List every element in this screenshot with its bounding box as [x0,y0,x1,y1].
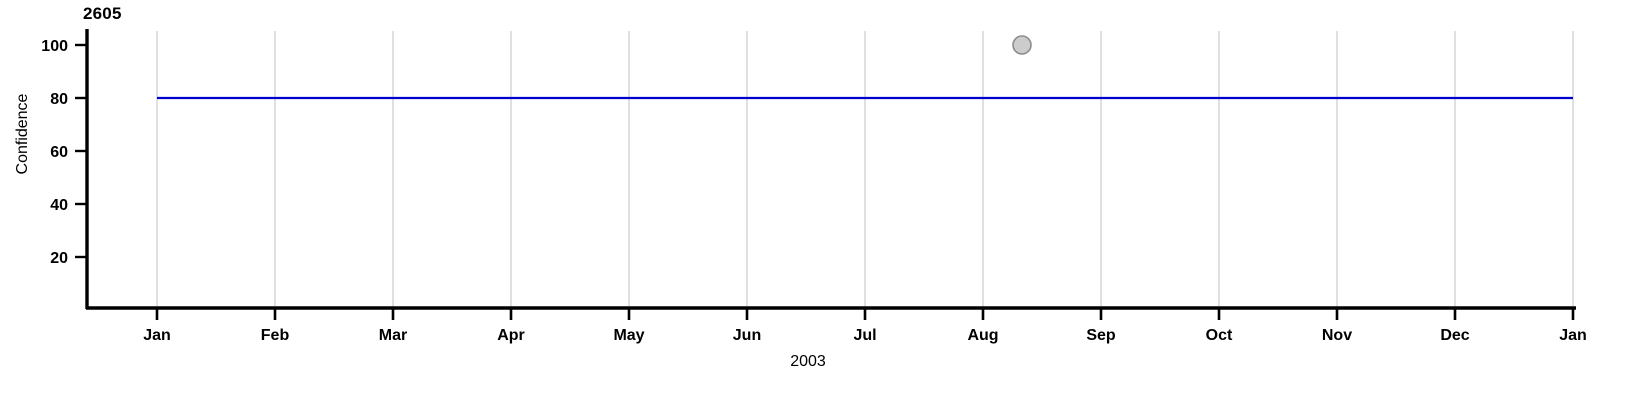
x-tick-label: Feb [261,327,290,344]
x-tick-label: Oct [1206,327,1233,344]
x-tick-label: Jul [853,327,876,344]
x-tick-label: May [613,327,644,344]
y-tick-label: 20 [50,250,68,267]
axes [75,29,1576,320]
x-tick-label: Dec [1440,327,1469,344]
x-axis-title: 2003 [790,353,826,370]
series-observations [1012,35,1032,55]
x-tick-label: Apr [497,327,525,344]
y-tick-label: 80 [50,91,68,108]
x-tick-label: Aug [967,327,998,344]
x-tick-label: Nov [1322,327,1352,344]
x-tick-label: Jan [143,327,171,344]
x-tick-label: Jun [733,327,761,344]
x-tick-label: Mar [379,327,407,344]
x-tick-label: Sep [1086,327,1116,344]
y-tick-label: 100 [41,38,68,55]
x-tick-label: Jan [1559,327,1587,344]
y-tick-labels: 100 80 60 40 20 [41,38,68,267]
chart-title: 2605 [83,4,122,23]
y-tick-label: 40 [50,197,68,214]
y-tick-label: 60 [50,144,68,161]
x-tick-labels: Jan Feb Mar Apr May Jun Jul Aug Sep Oct … [143,327,1587,344]
x-axis-title-wrap: 2003 [0,353,1650,371]
gridlines [156,31,1574,308]
data-point-marker [1012,35,1032,55]
